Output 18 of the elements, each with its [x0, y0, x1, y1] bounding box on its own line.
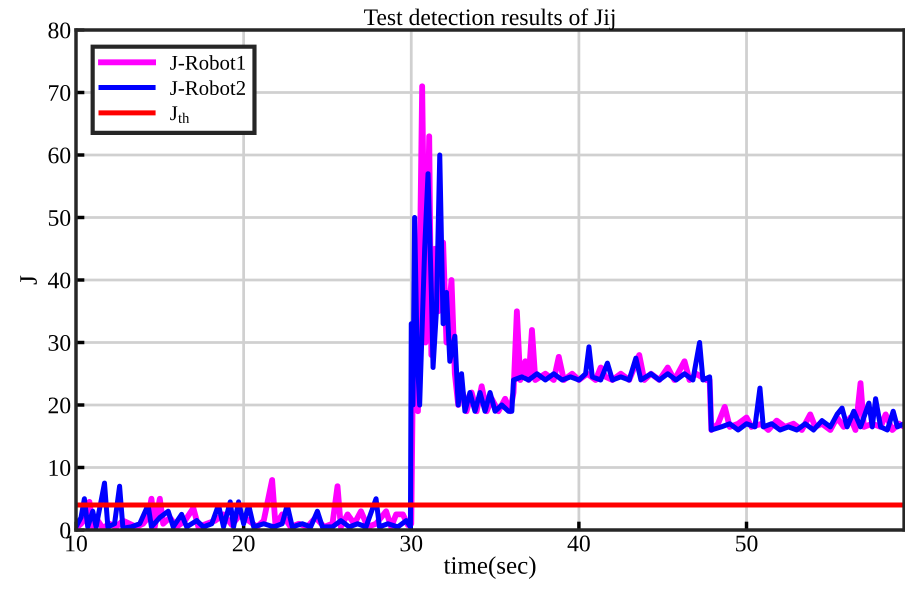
- x-tick-label: 30: [400, 536, 422, 552]
- legend-label: J-Robot1: [170, 55, 245, 70]
- legend-label: J$_{th}$: [170, 106, 190, 124]
- x-axis-title: time(sec): [444, 556, 536, 579]
- y-tick-label: 80: [48, 22, 70, 38]
- x-tick-label: 40: [568, 536, 590, 552]
- legend-label: J-Robot2: [170, 80, 245, 96]
- x-tick-label: 50: [736, 536, 758, 552]
- y-tick-label: 50: [48, 210, 70, 226]
- y-tick-label: 40: [48, 272, 70, 288]
- chart-title: Test detection results of Jij: [364, 8, 614, 30]
- y-axis-title: J: [20, 276, 37, 284]
- x-tick-label: 20: [232, 536, 255, 552]
- y-tick-label: 30: [48, 334, 70, 351]
- y-tick-label: 20: [48, 397, 70, 414]
- y-tick-label: 60: [48, 147, 70, 164]
- y-tick-label: 10: [50, 460, 70, 476]
- y-tick-label: 70: [49, 84, 70, 101]
